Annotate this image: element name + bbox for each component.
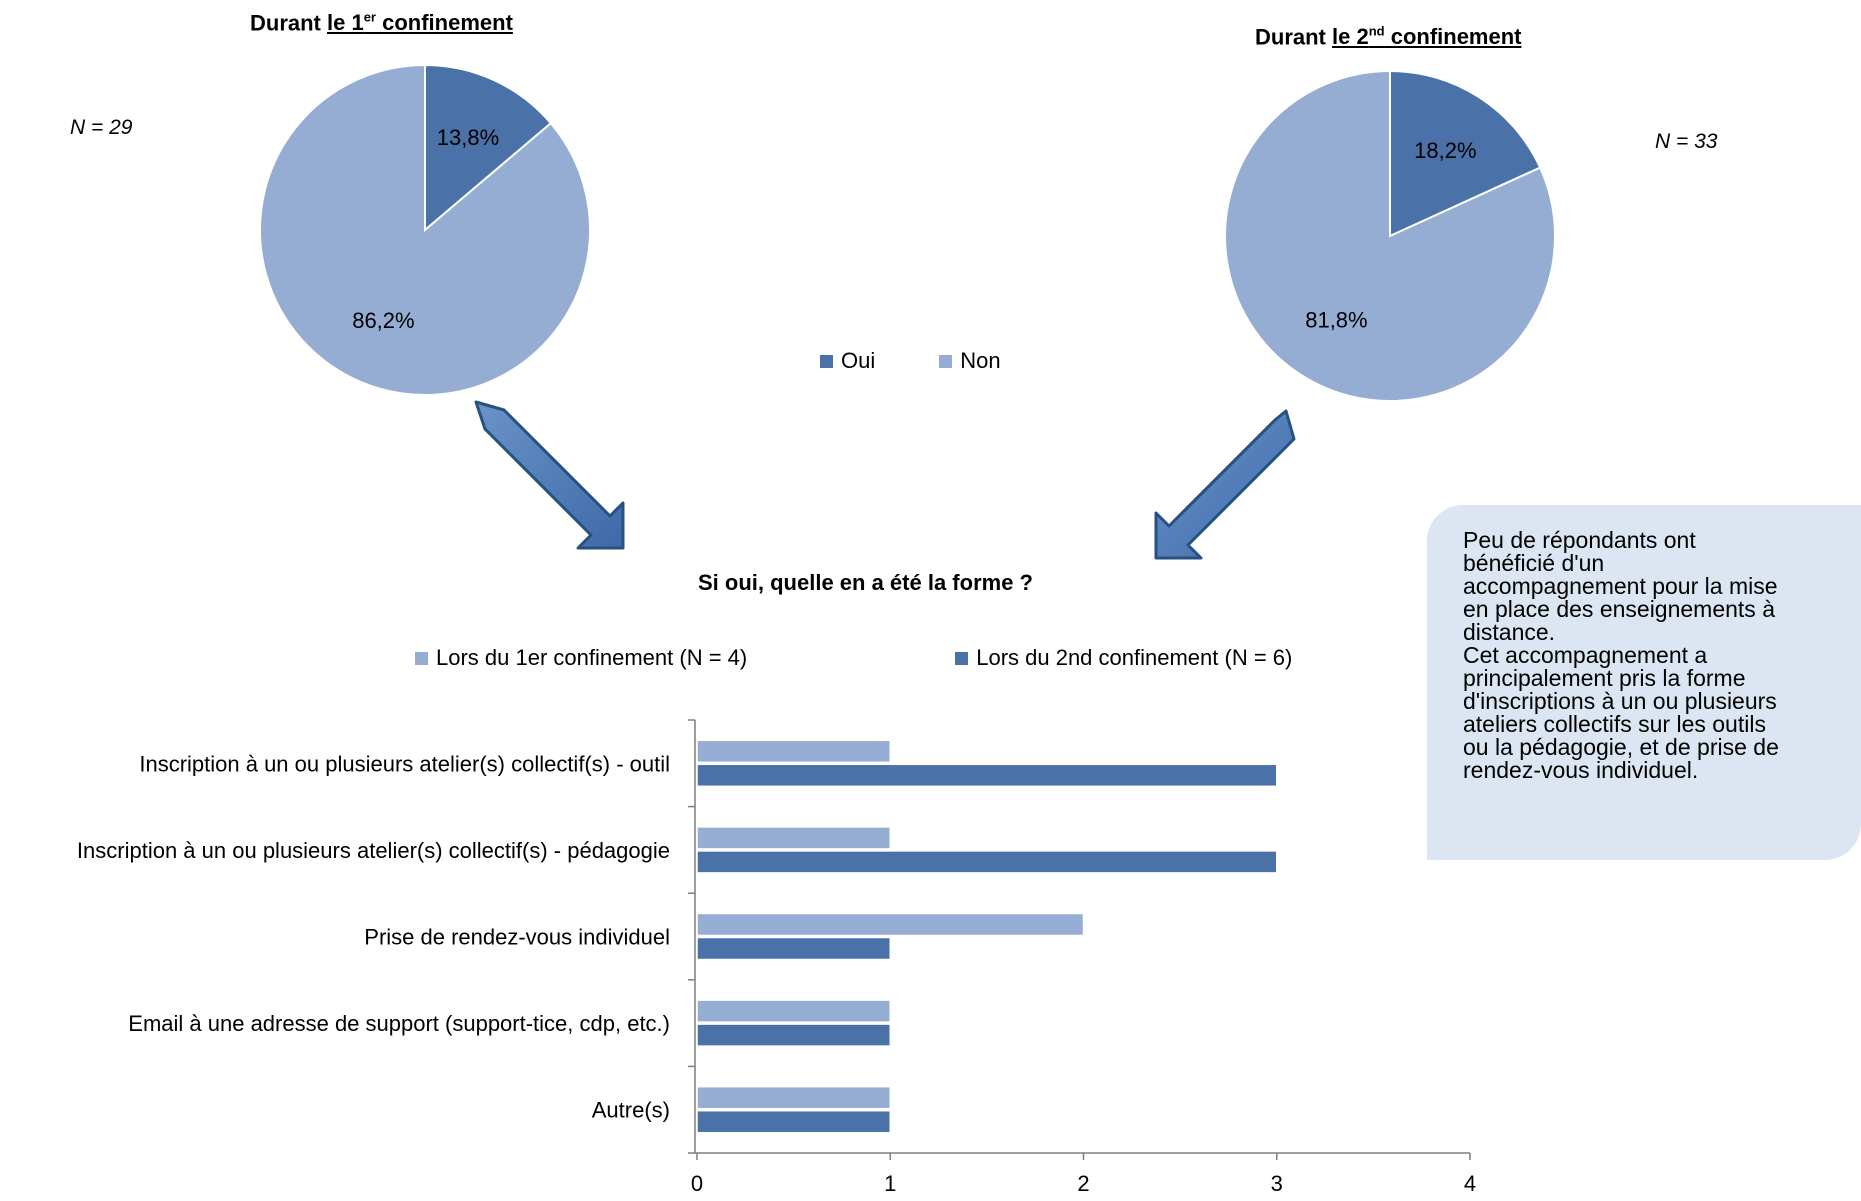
legend-non-swatch — [939, 354, 953, 368]
category-label: Prise de rendez-vous individuel — [364, 925, 670, 950]
pie1: 13,8% 86,2% — [259, 63, 591, 396]
pie2-title-suffix: confinement — [1384, 24, 1522, 50]
pie1-title-sup: er — [363, 10, 376, 25]
arrow-right-icon — [1154, 409, 1296, 560]
pie2-slice-oui — [1389, 69, 1542, 238]
pie1-title-suffix: confinement — [376, 10, 513, 36]
pie2-title-sup: nd — [1368, 24, 1385, 39]
bar-series2 — [696, 850, 1278, 874]
pie2-title-prefix: Durant — [1255, 24, 1332, 50]
pie2-data-label-non: 81,8% — [1305, 307, 1367, 332]
summary-note: Peu de répondants ont bénéficié d'un acc… — [1427, 505, 1861, 860]
bar-chart: 0 1 2 3 4 Inscription à un ou plusieurs ateli… — [77, 719, 1476, 1196]
bar-series2 — [696, 1023, 891, 1047]
arrow-left-icon — [474, 400, 625, 550]
x-tick-label: 4 — [1464, 1171, 1476, 1196]
category-label: Autre(s) — [592, 1098, 670, 1123]
x-tick-label: 1 — [884, 1171, 896, 1196]
legend-series1-swatch — [415, 651, 428, 665]
summary-note-text: Peu de répondants ont bénéficié d'un acc… — [1463, 527, 1779, 783]
pie1-title-le: le 1 — [327, 10, 364, 36]
pie2-data-label-oui: 18,2% — [1414, 138, 1476, 163]
x-tick-label: 0 — [691, 1171, 703, 1196]
pie1-title-underlined: le 1er confinement — [327, 10, 513, 35]
category-label: Email à une adresse de support (support-… — [128, 1011, 670, 1036]
pie1-title: Durant le 1er confinement — [250, 10, 513, 36]
bar-legend: Lors du 1er confinement (N = 4) Lors du … — [415, 645, 1292, 671]
pie2-title: Durant le 2nd confinement — [1255, 24, 1522, 50]
pie2-n-label: N = 33 — [1655, 130, 1718, 153]
pie2-title-underlined: le 2nd confinement — [1332, 24, 1522, 49]
pie2-title-le: le 2 — [1332, 24, 1369, 50]
pie1-title-prefix: Durant — [250, 10, 327, 36]
bar-series2 — [696, 1109, 891, 1134]
bar-series1 — [696, 999, 891, 1023]
pie1-slice-oui — [424, 63, 553, 233]
bar-series1 — [696, 739, 891, 764]
bar-series1 — [696, 826, 891, 850]
bar-series2 — [696, 763, 1278, 788]
legend-series2-label: Lors du 2nd confinement (N = 6) — [976, 645, 1293, 670]
pie2-slice-non — [1224, 69, 1556, 402]
bar-series1 — [696, 1085, 891, 1110]
pie1-slice-non — [259, 63, 591, 396]
legend-series2-swatch — [955, 651, 969, 665]
category-label: Inscription à un ou plusieurs atelier(s)… — [77, 838, 670, 863]
bar-chart-title: Si oui, quelle en a été la forme ? — [698, 570, 1033, 595]
legend-non-label: Non — [960, 348, 1001, 373]
pie1-data-label-oui: 13,8% — [437, 125, 499, 150]
x-tick-label: 2 — [1077, 1171, 1089, 1196]
bar-series1 — [696, 912, 1085, 937]
pie1-n-label: N = 29 — [70, 116, 133, 139]
legend-series1-label: Lors du 1er confinement (N = 4) — [436, 645, 748, 670]
pie-legend: Oui Non — [820, 348, 1001, 374]
pie1-data-label-non: 86,2% — [352, 308, 414, 333]
x-tick-label: 3 — [1271, 1171, 1283, 1196]
pie2: 18,2% 81,8% — [1224, 69, 1556, 402]
bar-series2 — [696, 936, 891, 961]
legend-oui-label: Oui — [841, 348, 876, 373]
category-label: Inscription à un ou plusieurs atelier(s)… — [139, 751, 670, 776]
legend-oui-swatch — [820, 354, 833, 368]
